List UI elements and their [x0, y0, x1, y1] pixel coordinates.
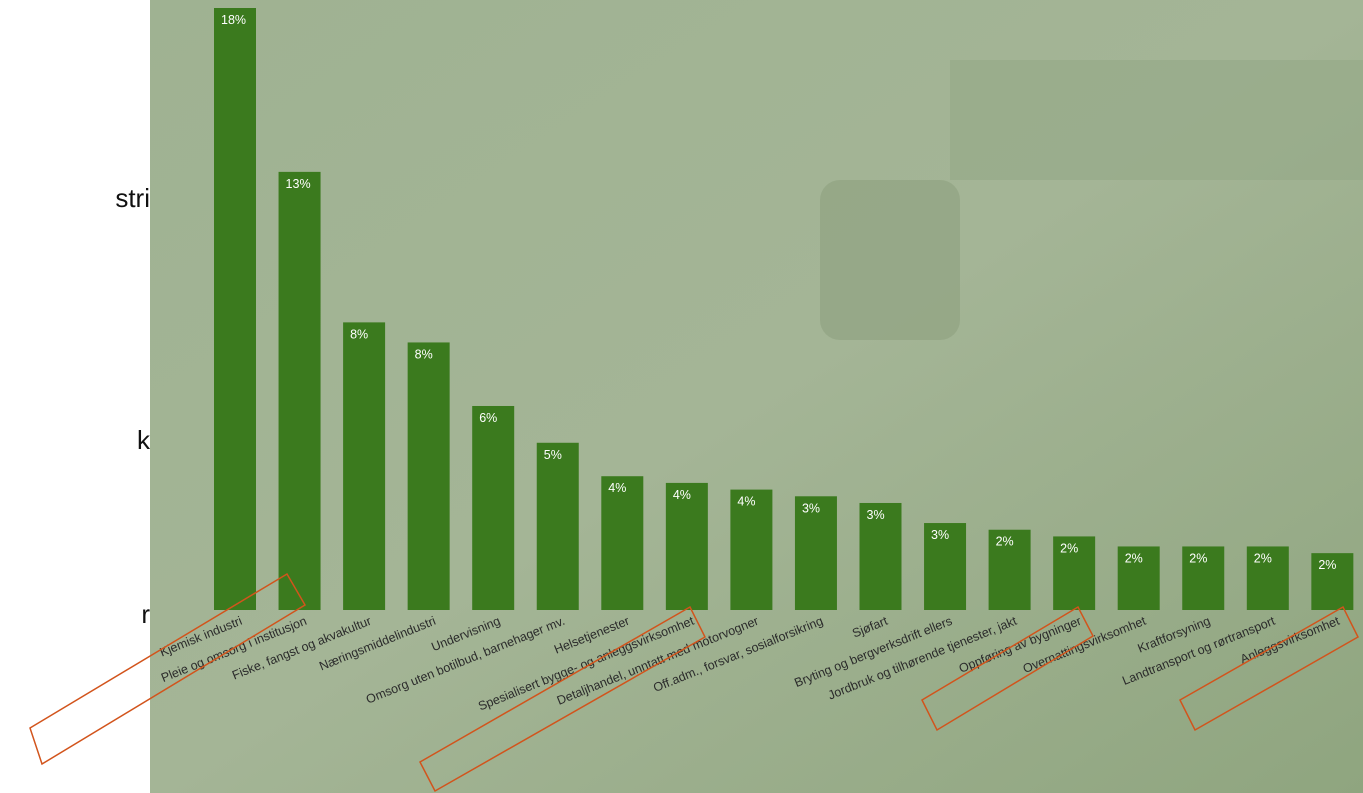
bar [665, 482, 708, 610]
bar [1053, 536, 1096, 610]
value-label: 18% [221, 13, 246, 27]
bar [407, 342, 450, 610]
value-label: 4% [737, 495, 755, 509]
value-label: 2% [1318, 558, 1336, 572]
side-text: k [137, 425, 151, 455]
bar [730, 489, 773, 610]
side-text: stri [115, 183, 150, 213]
bar [343, 322, 386, 610]
bar [988, 529, 1031, 610]
value-label: 3% [802, 501, 820, 515]
bar [472, 405, 515, 610]
bar [1311, 553, 1354, 610]
bar [1182, 546, 1225, 610]
value-label: 2% [996, 535, 1014, 549]
value-label: 3% [867, 508, 885, 522]
value-label: 2% [1189, 551, 1207, 565]
bar [1117, 546, 1160, 610]
value-label: 2% [1060, 541, 1078, 555]
bar [278, 171, 321, 610]
highlight-box [1179, 605, 1359, 732]
bar [924, 523, 967, 610]
value-label: 6% [479, 411, 497, 425]
value-label: 4% [673, 488, 691, 502]
value-label: 2% [1125, 551, 1143, 565]
highlight-box [921, 605, 1094, 732]
bar [601, 476, 644, 610]
value-label: 8% [415, 347, 433, 361]
bar [859, 502, 902, 610]
bar [794, 496, 837, 610]
value-label: 13% [286, 177, 311, 191]
photo-shape [950, 60, 1363, 180]
value-label: 2% [1254, 551, 1272, 565]
bar [1246, 546, 1289, 610]
highlight-box [419, 605, 706, 793]
side-text: r [141, 599, 150, 629]
value-label: 5% [544, 448, 562, 462]
value-label: 8% [350, 327, 368, 341]
highlight-box [29, 572, 307, 766]
highlights [29, 572, 1359, 793]
value-label: 4% [608, 481, 626, 495]
photo-shape [820, 180, 960, 340]
bar [214, 8, 256, 610]
value-label: 3% [931, 528, 949, 542]
bar [536, 442, 579, 610]
